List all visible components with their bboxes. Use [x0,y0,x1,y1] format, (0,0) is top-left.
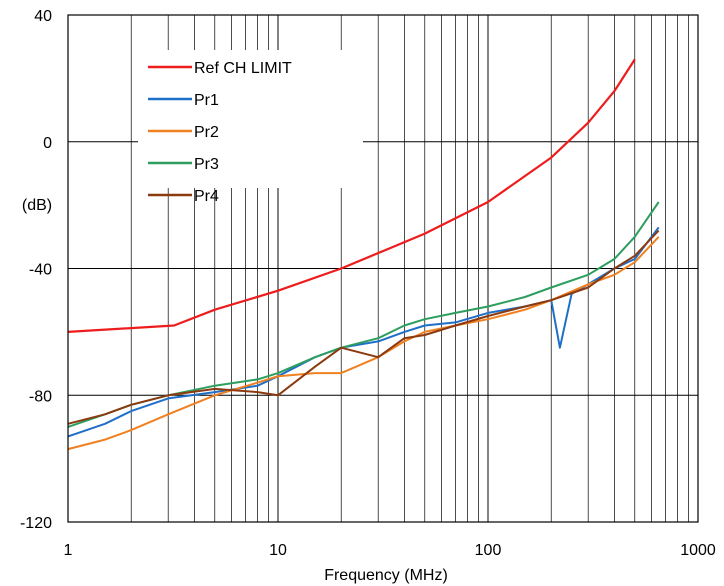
legend-label: Pr4 [194,188,219,205]
x-tick-label: 10 [269,542,287,559]
y-tick-label: -40 [29,262,52,279]
x-tick-label: 1000 [680,542,716,559]
series-line-ref-ch-limit [67,58,636,333]
x-axis-ticks: 1 10 100 1000 [64,542,716,559]
y-axis-title: (dB) [22,197,52,214]
series-line-pr2 [67,236,660,451]
x-axis-title: Frequency (MHz) [324,567,448,584]
series-layer [67,58,660,451]
legend-label: Pr2 [194,124,219,141]
x-tick-label: 100 [475,542,502,559]
legend-label: Pr3 [194,156,219,173]
y-tick-label: 0 [43,135,52,152]
series-line-pr4 [67,229,660,425]
legend-box [138,50,363,188]
y-tick-label: -120 [20,515,52,532]
x-tick-label: 1 [64,542,73,559]
legend-background [138,50,363,188]
legend-label: Pr1 [194,92,219,109]
series-line-pr1 [67,226,660,438]
y-tick-label: -80 [29,388,52,405]
series-line-pr3 [67,201,660,428]
legend-label: Ref CH LIMIT [194,60,292,77]
y-tick-label: 40 [34,8,52,25]
legend: Ref CH LIMIT Pr1 Pr2 Pr3 Pr4 [148,60,292,205]
plot-border [67,14,699,523]
y-axis-ticks: 40 0 -40 -80 -120 [20,8,52,532]
